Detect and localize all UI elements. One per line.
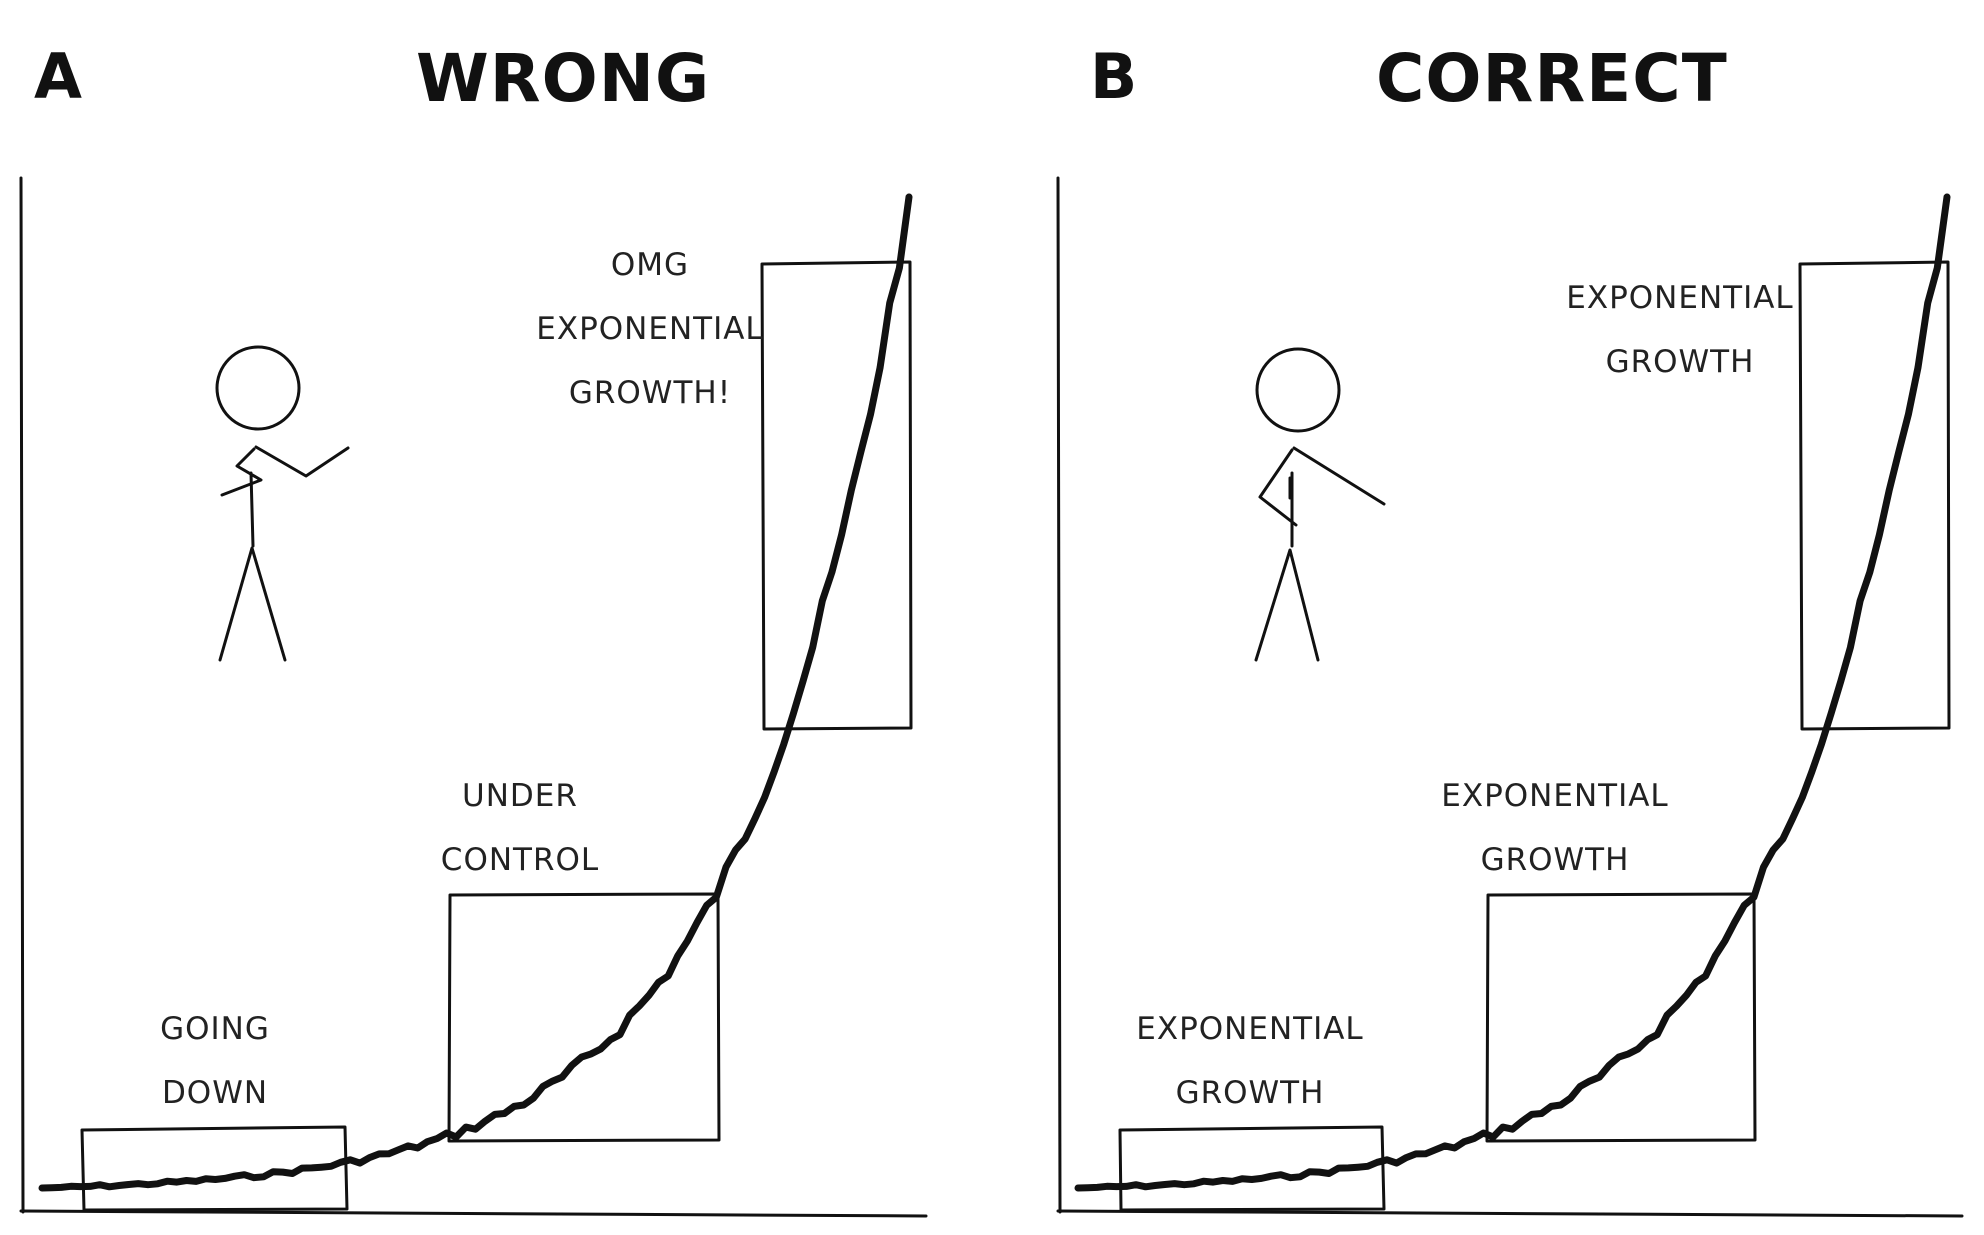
panel-b-x-axis [1056,1209,1964,1218]
panel-a-medium-label: UNDER CONTROL [420,764,620,892]
panel-a-letter: A [34,40,82,113]
panel-a-drawing [19,176,928,1218]
panel-a-growth-curve [38,193,913,1192]
panel-b-figure-arm-pointing [1292,446,1386,506]
panel-b-small-label-line-2: GROWTH [1175,1075,1325,1111]
panel-b-medium-label: EXPONENTIAL GROWTH [1425,764,1685,892]
panel-b-stick-figure [1254,347,1386,662]
panel-a-stick-figure [215,345,350,662]
panel-a-x-axis [19,1209,928,1218]
panel-b-small-label: EXPONENTIAL GROWTH [1120,997,1380,1125]
panel-a-medium-label-line-2: CONTROL [440,842,600,878]
panel-b-drawing [1056,176,1964,1218]
panel-a-title: WRONG [416,40,711,117]
panel-b-large-box [1798,260,1951,731]
panel-a-large-label-line-2: EXPONENTIAL [536,311,764,347]
panel-a-large-label-line-1: OMG [610,247,690,283]
panel-b-figure-head [1255,347,1341,433]
panel-a-small-label-line-2: DOWN [161,1075,269,1111]
panel-b-y-axis [1056,176,1062,1214]
panel-b-large-label-line-2: GROWTH [1605,344,1755,380]
panel-a-medium-box [447,892,721,1143]
panel-b-figure-legs [1254,548,1320,662]
panel-a-figure-arm-bent [220,447,263,497]
panel-b-growth-curve [1074,193,1951,1192]
panel-b-medium-label-line-1: EXPONENTIAL [1441,778,1669,814]
panel-b-large-label: EXPONENTIAL GROWTH [1550,266,1810,394]
panel-b-letter: B [1090,40,1138,113]
panel-b-small-label-line-1: EXPONENTIAL [1136,1011,1364,1047]
panel-b-title: CORRECT [1376,40,1728,117]
panel-b-figure-arm-bent [1258,448,1298,527]
panel-a-large-label-line-3: GROWTH! [568,375,732,411]
panel-a-large-box [760,260,913,731]
panel-a-medium-label-line-1: UNDER [462,778,578,814]
panel-a-figure-head [215,345,301,431]
panel-b-large-label-line-1: EXPONENTIAL [1566,280,1794,316]
panel-a-large-label: OMG EXPONENTIAL GROWTH! [525,233,775,425]
panel-a-figure-legs [218,546,287,662]
panel-a-small-label-line-1: GOING [160,1011,270,1047]
panel-a-y-axis [19,176,25,1214]
panel-b-medium-box [1485,892,1757,1143]
panel-a-figure-arm-pointing [254,445,350,478]
panel-a-small-label: GOING DOWN [115,997,315,1125]
panel-b-medium-label-line-2: GROWTH [1480,842,1630,878]
